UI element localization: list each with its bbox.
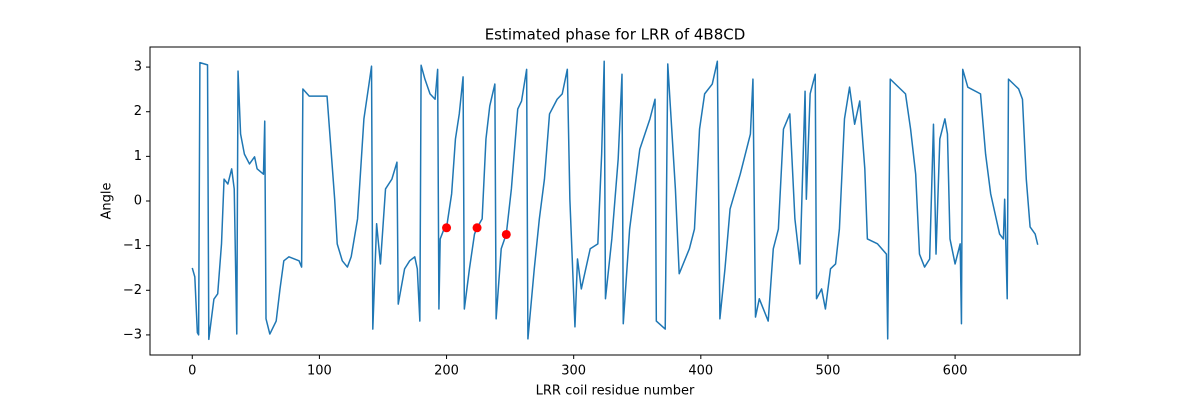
x-tick-label: 300 xyxy=(561,364,586,379)
y-tick-label: 2 xyxy=(134,104,142,119)
x-tick-label: 200 xyxy=(434,364,459,379)
data-point xyxy=(442,223,452,233)
x-tick-label: 100 xyxy=(307,364,332,379)
x-tick-label: 0 xyxy=(188,364,196,379)
y-tick-label: 0 xyxy=(134,194,142,209)
y-tick-label: −3 xyxy=(123,327,142,342)
plot-frame xyxy=(149,46,1081,356)
chart-title: Estimated phase for LRR of 4B8CD xyxy=(485,26,746,44)
y-tick-label: 3 xyxy=(134,60,142,75)
x-tick-label: 400 xyxy=(688,364,713,379)
x-tick-label: 600 xyxy=(943,364,968,379)
y-axis-label: Angle xyxy=(100,183,115,220)
x-tick-label: 500 xyxy=(816,364,841,379)
y-tick-label: 1 xyxy=(134,149,142,164)
x-axis-label: LRR coil residue number xyxy=(536,384,695,399)
data-point xyxy=(472,223,482,233)
y-tick-label: −2 xyxy=(123,283,142,298)
data-line xyxy=(191,60,1039,341)
y-tick-label: −1 xyxy=(123,238,142,253)
data-point xyxy=(501,229,511,239)
